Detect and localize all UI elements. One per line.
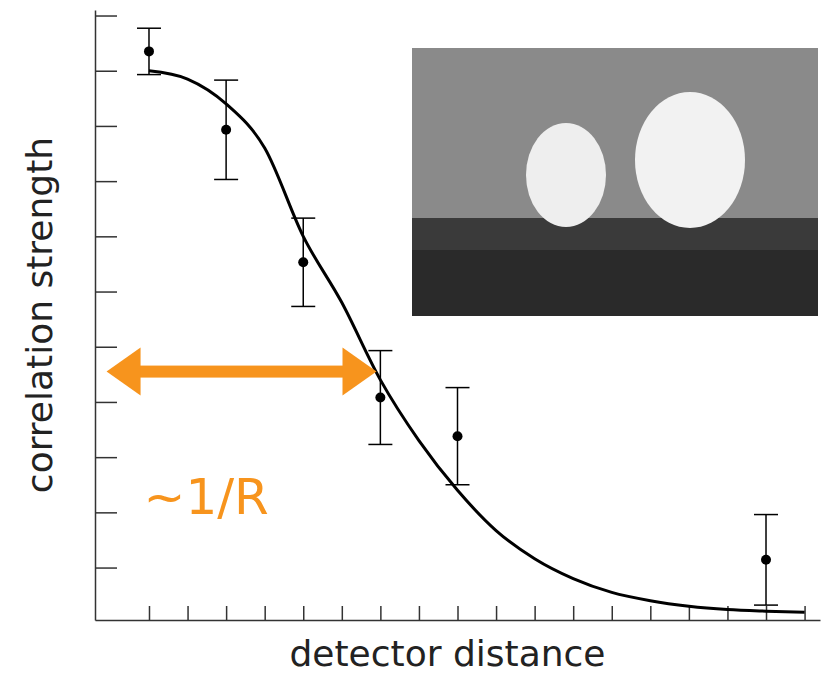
tick-mark (380, 606, 382, 620)
data-point (221, 125, 231, 135)
tick (95, 181, 117, 182)
tick-mark (95, 236, 117, 238)
fit-curve (149, 71, 805, 613)
error-cap (446, 387, 470, 389)
tick (650, 606, 651, 620)
tick-mark (650, 606, 652, 620)
tick (496, 606, 497, 620)
annotation-label: ~1/R (144, 468, 269, 526)
tick-mark (95, 15, 117, 17)
error-cap (291, 306, 315, 308)
tick (95, 71, 117, 72)
error-cap (754, 604, 778, 606)
tick-mark (149, 606, 151, 620)
data-point (453, 431, 463, 441)
data-point (298, 257, 308, 267)
arrow-shaft (139, 366, 345, 378)
arrow-head (343, 348, 377, 396)
tick-mark (419, 606, 421, 620)
error-cap (446, 484, 470, 486)
tick-mark (766, 606, 768, 620)
photo-mirror (526, 123, 606, 227)
tick-mark (496, 606, 498, 620)
tick (805, 606, 806, 620)
plot-area (137, 28, 805, 612)
tick (303, 606, 304, 620)
error-cap (137, 27, 161, 29)
tick-mark (689, 606, 691, 620)
x-axis-title: detector distance (290, 633, 606, 674)
annotation: ~1/R (107, 348, 377, 526)
tick (95, 512, 117, 513)
tick-mark (95, 402, 117, 404)
tick (265, 606, 266, 620)
photo-ground (412, 250, 818, 316)
tick-mark (95, 457, 117, 459)
data-point (761, 555, 771, 565)
tick-mark (95, 181, 117, 183)
data-point-group (754, 515, 778, 606)
error-cap (214, 179, 238, 181)
data-point (375, 393, 385, 403)
tick (95, 347, 117, 348)
error-cap (754, 514, 778, 516)
tick (95, 126, 117, 127)
error-cap (368, 444, 392, 446)
tick (188, 606, 189, 620)
axis-line (95, 11, 97, 621)
tick-mark (457, 606, 459, 620)
tick (573, 606, 574, 620)
tick-mark (342, 606, 344, 620)
data-point-group (291, 218, 315, 306)
tick-mark (573, 606, 575, 620)
tick (342, 606, 343, 620)
data-point (144, 46, 154, 56)
tick-mark (95, 291, 117, 293)
tick-mark (303, 606, 305, 620)
tick (380, 606, 381, 620)
tick-mark (95, 567, 117, 569)
tick (95, 568, 117, 569)
tick-mark (226, 606, 228, 620)
tick (95, 292, 117, 293)
tick-mark (534, 606, 536, 620)
data-point-group (446, 388, 470, 485)
error-cap (214, 79, 238, 81)
photo-background (412, 48, 818, 316)
tick-mark (95, 512, 117, 514)
tick (226, 606, 227, 620)
error-cap (137, 74, 161, 76)
tick (458, 606, 459, 620)
tick (95, 236, 117, 237)
tick (95, 457, 117, 458)
tick (612, 606, 613, 620)
tick (149, 606, 150, 620)
tick-mark (95, 346, 117, 348)
y-axis-title: correlation strength (19, 137, 60, 493)
tick (689, 606, 690, 620)
y-axis (95, 11, 117, 621)
tick (419, 606, 420, 620)
tick-mark (95, 126, 117, 128)
photo-inset (412, 48, 818, 316)
arrow-head (107, 348, 141, 396)
tick (535, 606, 536, 620)
error-cap (368, 350, 392, 352)
tick-mark (187, 606, 189, 620)
tick (766, 606, 767, 620)
tick (95, 402, 117, 403)
tick-mark (95, 70, 117, 72)
photo-mirror (635, 92, 745, 228)
tick (95, 16, 117, 17)
photo-sky (412, 48, 818, 218)
data-point-group (137, 28, 161, 74)
tick-mark (612, 606, 614, 620)
tick-mark (264, 606, 266, 620)
